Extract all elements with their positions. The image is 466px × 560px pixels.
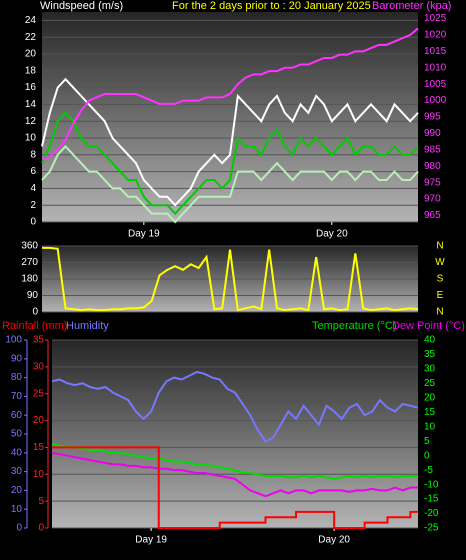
tick-label: N xyxy=(436,241,443,252)
tick-label: 1025 xyxy=(424,13,447,24)
tick-label: 14 xyxy=(25,99,37,110)
x-tick-label: Day 20 xyxy=(316,229,348,240)
tick-label: 10 xyxy=(11,504,23,515)
tick-label: 0 xyxy=(38,523,44,534)
tick-label: 80 xyxy=(11,372,23,383)
tick-label: 990 xyxy=(424,128,441,139)
chart-title: For the 2 days prior to : 20 January 202… xyxy=(172,0,371,12)
tick-label: 0 xyxy=(424,450,430,461)
series-line xyxy=(41,77,419,207)
x-tick-label: Day 20 xyxy=(318,535,350,546)
tick-label: -10 xyxy=(424,479,439,490)
series-line xyxy=(51,451,418,498)
tick-label: 975 xyxy=(424,177,441,188)
tick-label: 0 xyxy=(16,523,22,534)
legend-entry: Rainfall (mm) xyxy=(2,320,67,332)
tick-label: 15 xyxy=(424,407,436,418)
tick-label: 35 xyxy=(424,349,436,360)
tick-label: 1020 xyxy=(424,30,447,41)
tick-label: 980 xyxy=(424,161,441,172)
tick-label: 90 xyxy=(27,290,39,301)
tick-label: 30 xyxy=(11,466,23,477)
tick-label: 6 xyxy=(30,166,36,177)
tick-label: 24 xyxy=(25,15,37,26)
tick-label: -15 xyxy=(424,494,439,505)
legend-entry: Temperature (°C) xyxy=(312,320,396,332)
tick-label: 20 xyxy=(25,49,37,60)
series-line xyxy=(42,246,419,312)
tick-label: 60 xyxy=(11,410,23,421)
tick-label: 1015 xyxy=(424,46,447,57)
tick-label: 100 xyxy=(5,335,22,346)
tick-label: 0 xyxy=(32,307,38,318)
tick-label: N xyxy=(436,307,443,318)
tick-label: 25 xyxy=(33,388,45,399)
series-line xyxy=(51,370,419,443)
tick-label: 15 xyxy=(33,442,45,453)
wind-label: Windspeed (m/s) xyxy=(40,0,123,12)
x-tick-label: Day 19 xyxy=(128,229,160,240)
series-line xyxy=(41,111,419,216)
tick-label: 10 xyxy=(33,469,45,480)
tick-label: 4 xyxy=(30,183,36,194)
tick-label: 995 xyxy=(424,112,441,123)
tick-label: 1005 xyxy=(424,79,447,90)
tick-label: 5 xyxy=(424,436,430,447)
tick-label: 30 xyxy=(424,364,436,375)
tick-label: 0 xyxy=(30,217,36,228)
tick-label: 10 xyxy=(25,133,37,144)
tick-label: 8 xyxy=(30,149,36,160)
tick-label: 50 xyxy=(11,429,23,440)
tick-label: 35 xyxy=(33,335,45,346)
legend-entry: Barometer (kpa) xyxy=(372,0,451,12)
tick-label: 985 xyxy=(424,144,441,155)
tick-label: 25 xyxy=(424,378,436,389)
series-line xyxy=(52,446,418,529)
tick-label: E xyxy=(437,290,444,301)
tick-label: 20 xyxy=(33,415,45,426)
legend-entry: Dew Point (°C) xyxy=(392,320,465,332)
tick-label: -25 xyxy=(424,523,439,534)
tick-label: 16 xyxy=(25,82,37,93)
tick-label: 970 xyxy=(424,194,441,205)
tick-label: 1010 xyxy=(424,62,447,73)
tick-label: 30 xyxy=(33,361,45,372)
tick-label: 180 xyxy=(21,274,38,285)
tick-label: 20 xyxy=(424,392,436,403)
tick-label: -20 xyxy=(424,508,439,519)
tick-label: 70 xyxy=(11,391,23,402)
tick-label: 270 xyxy=(21,257,38,268)
x-tick-label: Day 19 xyxy=(135,535,167,546)
tick-label: 20 xyxy=(11,485,23,496)
tick-label: W xyxy=(435,257,445,268)
tick-label: 5 xyxy=(38,496,44,507)
tick-label: 22 xyxy=(25,32,37,43)
tick-label: 40 xyxy=(11,447,23,458)
tick-label: 18 xyxy=(25,65,37,76)
plot-area xyxy=(52,340,418,528)
tick-label: 965 xyxy=(424,210,441,221)
tick-label: 12 xyxy=(25,116,37,127)
tick-label: 40 xyxy=(424,335,436,346)
tick-label: 2 xyxy=(30,200,36,211)
series-line xyxy=(41,144,419,224)
tick-label: -5 xyxy=(424,465,433,476)
plot-area xyxy=(42,12,418,222)
tick-label: 360 xyxy=(21,241,38,252)
tick-label: S xyxy=(437,274,444,285)
tick-label: 90 xyxy=(11,353,23,364)
tick-label: 1000 xyxy=(424,95,447,106)
series-line xyxy=(51,443,418,480)
tick-label: 10 xyxy=(424,421,436,432)
legend-entry: Humidity xyxy=(66,320,109,332)
series-line xyxy=(41,27,419,161)
